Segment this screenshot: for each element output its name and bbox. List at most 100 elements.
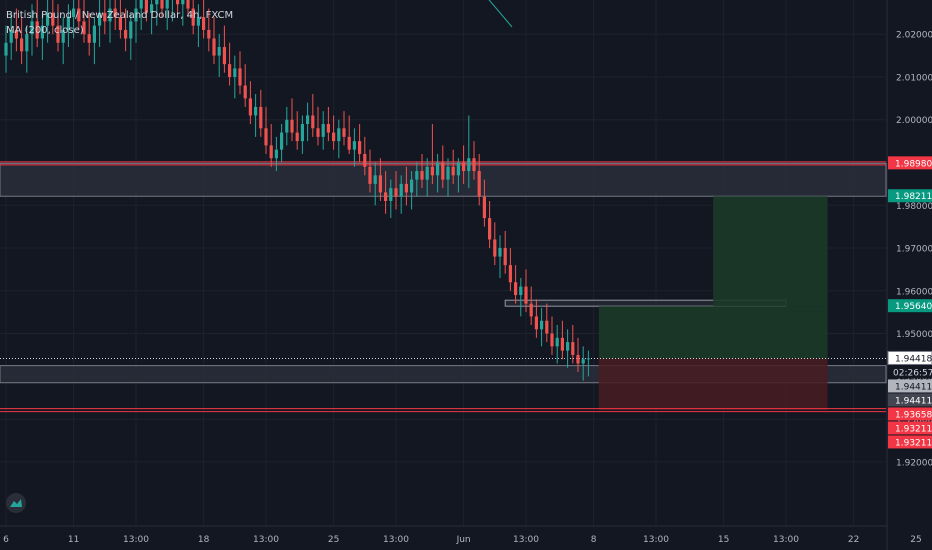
- candle-body: [212, 38, 216, 56]
- candle-body: [472, 158, 476, 172]
- price-label-bg: [888, 393, 932, 407]
- candle-body: [238, 68, 242, 86]
- candle-body: [488, 218, 492, 240]
- candle-body: [384, 192, 388, 201]
- price-tick-label: 2.01000: [896, 73, 932, 83]
- candle-body: [581, 359, 585, 364]
- candle-body: [196, 17, 200, 26]
- price-label: 1.95640: [895, 302, 932, 312]
- candle-body: [467, 158, 471, 172]
- price-tick-label: 1.98000: [896, 202, 932, 212]
- candle-body: [202, 17, 206, 30]
- price-tick-label: 1.95000: [896, 330, 932, 340]
- candle-body: [113, 8, 117, 18]
- candle-body: [66, 17, 70, 30]
- candle-body: [35, 21, 39, 39]
- price-label: 1.93211: [895, 424, 932, 434]
- candle-body: [20, 38, 24, 52]
- countdown-timer: 02:26:57: [893, 368, 932, 378]
- candle-body: [316, 128, 320, 137]
- candle-body: [420, 171, 424, 180]
- candle-body: [124, 29, 128, 39]
- candle-body: [410, 179, 414, 193]
- candle-body: [321, 124, 325, 137]
- candle-body: [176, 0, 180, 5]
- candle-body: [363, 153, 367, 167]
- time-tick-label: 8: [591, 535, 597, 545]
- candle-body: [456, 162, 460, 176]
- time-tick-label: 13:00: [123, 535, 149, 545]
- candle-body: [129, 21, 133, 39]
- candle-body: [160, 0, 164, 9]
- trend-line[interactable]: [482, 0, 513, 28]
- candle-body: [269, 145, 273, 159]
- candle-body: [545, 320, 549, 334]
- candle-body: [82, 21, 86, 35]
- indicator-label[interactable]: MA (200, close): [6, 25, 84, 36]
- price-tick-label: 2.02000: [896, 31, 932, 41]
- loss-zone: [598, 358, 828, 411]
- chart-legend: British Pound / New Zealand Dollar, 4h, …: [6, 8, 233, 38]
- candle-body: [519, 286, 523, 296]
- price-label-bg: [888, 299, 932, 313]
- time-tick-label: 13:00: [253, 535, 279, 545]
- candle-body: [274, 149, 278, 159]
- candle-body: [259, 106, 263, 129]
- time-axis[interactable]: 6 11 13:00 18 13:00 25 13:00 Jun 13:00 8 13:00 15 13…: [0, 525, 932, 545]
- candle-body: [181, 0, 185, 5]
- candle-body: [352, 141, 356, 150]
- candle-body: [446, 166, 450, 180]
- candle-body: [560, 337, 564, 351]
- candle-body: [46, 12, 50, 26]
- candle-body: [306, 115, 310, 125]
- logo-mark-icon: [10, 499, 22, 507]
- candle-body: [503, 248, 507, 266]
- candle-body: [118, 17, 122, 30]
- candle-body: [139, 0, 143, 9]
- candle-body: [399, 183, 403, 197]
- candle-body: [30, 21, 34, 35]
- price-label-bg: [888, 379, 932, 393]
- candle-body: [342, 128, 346, 137]
- price-tick-label: 1.93000: [896, 416, 932, 426]
- candle-body: [134, 8, 138, 22]
- candle-body: [358, 141, 362, 154]
- price-axis[interactable]: 2.020002.010002.000001.990001.980001.970…: [886, 0, 932, 550]
- candle-body: [514, 282, 518, 296]
- tradingview-logo-icon[interactable]: [6, 493, 26, 513]
- price-label: 1.98980: [895, 159, 932, 169]
- long-position-tool[interactable]: [598, 196, 828, 411]
- symbol-title[interactable]: British Pound / New Zealand Dollar, 4h, …: [6, 10, 234, 21]
- candle-body: [207, 29, 211, 39]
- candle-body: [524, 286, 528, 304]
- candle-body: [311, 115, 315, 129]
- price-label-bg: [888, 156, 932, 170]
- candle-body: [87, 34, 91, 43]
- candle-body: [477, 171, 481, 197]
- time-tick-label: 11: [68, 535, 79, 545]
- candle-body: [462, 162, 466, 172]
- candle-body: [280, 132, 284, 150]
- candle-body: [300, 124, 304, 142]
- candle-body: [394, 188, 398, 197]
- candle-body: [415, 171, 419, 180]
- candle-body: [571, 342, 575, 355]
- candle-body: [165, 0, 169, 9]
- candle-body: [430, 166, 434, 176]
- candle-body: [14, 29, 18, 39]
- time-tick-label: 25: [328, 535, 339, 545]
- candle-body: [347, 136, 351, 150]
- candle-body: [72, 8, 76, 18]
- time-tick-label: 13:00: [383, 535, 409, 545]
- candle-body: [436, 162, 440, 176]
- candle-body: [144, 0, 148, 13]
- price-label: 1.94411: [895, 382, 932, 392]
- time-tick-label: 22: [848, 535, 859, 545]
- time-tick-label: 18: [198, 535, 210, 545]
- candle-body: [529, 303, 533, 317]
- candle-body: [98, 12, 102, 26]
- price-label: 1.93211: [895, 438, 932, 448]
- candle-body: [61, 29, 65, 43]
- candle-body: [441, 162, 445, 180]
